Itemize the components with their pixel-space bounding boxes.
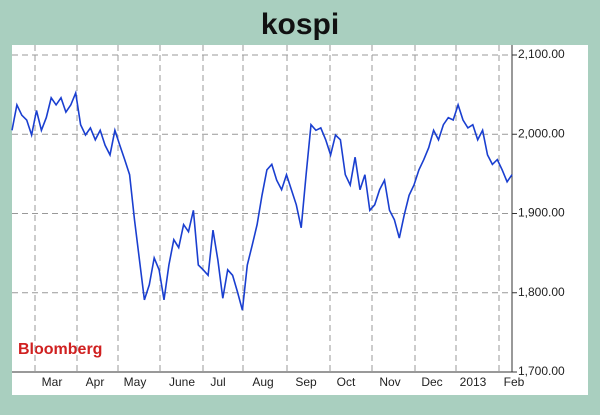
y-tick-label: 2,100.00: [518, 47, 565, 61]
x-tick-label: Jul: [210, 375, 225, 389]
x-tick-label: 2013: [460, 375, 487, 389]
x-tick-label: May: [124, 375, 147, 389]
x-tick-label: Apr: [86, 375, 105, 389]
x-tick-label: Nov: [379, 375, 400, 389]
x-tick-label: Oct: [337, 375, 356, 389]
y-tick-label: 2,000.00: [518, 126, 565, 140]
x-tick-label: Mar: [42, 375, 63, 389]
x-tick-label: Sep: [295, 375, 317, 389]
x-tick-label: Aug: [252, 375, 273, 389]
x-tick-label: June: [169, 375, 195, 389]
source-label: Bloomberg: [18, 341, 102, 358]
chart-title: kospi: [261, 8, 339, 41]
y-tick-label: 1,900.00: [518, 206, 565, 220]
x-tick-label: Dec: [421, 375, 442, 389]
series-line: [11, 90, 513, 311]
y-tick-label: 1,800.00: [518, 285, 565, 299]
y-tick-label: 1,700.00: [518, 364, 565, 378]
x-tick-label: Feb: [504, 375, 525, 389]
